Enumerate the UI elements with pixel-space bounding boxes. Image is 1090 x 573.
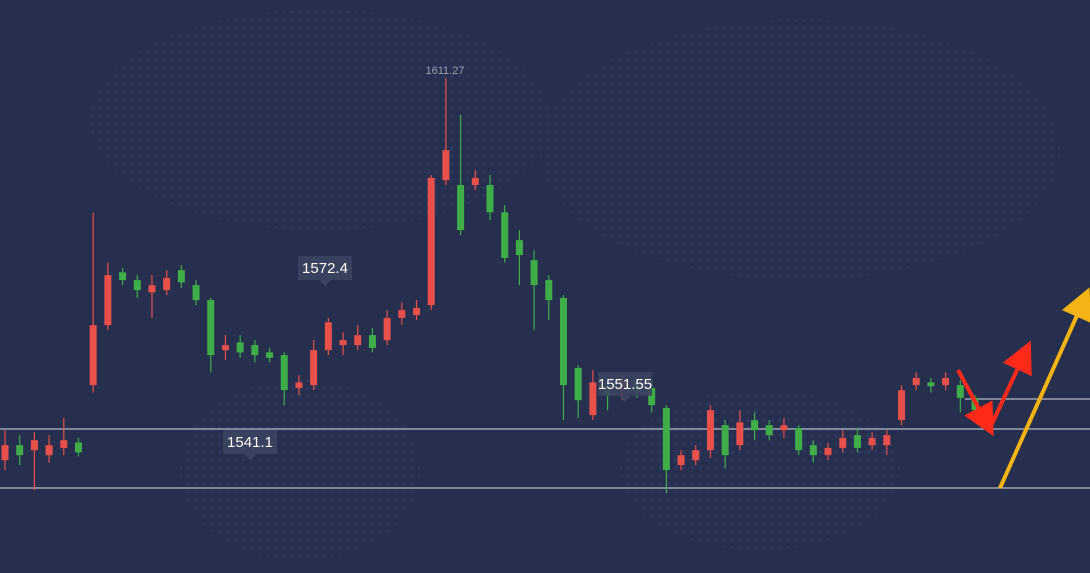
candle-body bbox=[765, 425, 773, 436]
candle-body bbox=[853, 435, 861, 448]
arrows bbox=[956, 287, 1090, 489]
candle-body bbox=[912, 377, 920, 386]
candle-body bbox=[839, 437, 847, 448]
candle-body bbox=[45, 445, 53, 456]
price-annotation: 1611.27 bbox=[426, 65, 465, 77]
candle-body bbox=[398, 310, 406, 318]
annotation-box bbox=[598, 371, 652, 396]
candle-body bbox=[927, 382, 935, 387]
candle-body bbox=[868, 437, 876, 446]
candle-body bbox=[104, 275, 112, 326]
candle-body bbox=[545, 280, 553, 301]
annotation-box bbox=[223, 429, 277, 454]
candle-body bbox=[795, 427, 803, 451]
candle-body bbox=[942, 377, 950, 386]
candle-body bbox=[295, 382, 303, 388]
candle-body bbox=[236, 342, 244, 353]
candle-body bbox=[956, 385, 964, 398]
candle-body bbox=[354, 335, 362, 346]
candle-body bbox=[413, 307, 421, 316]
candle-body bbox=[30, 440, 38, 451]
candle-body bbox=[501, 212, 509, 258]
candle-body bbox=[442, 150, 450, 181]
candle-body bbox=[883, 435, 891, 446]
candle-body bbox=[280, 355, 288, 391]
world-map bbox=[90, 10, 1060, 560]
annotation-pointer bbox=[244, 453, 256, 460]
price-annotation: 1551.55 bbox=[598, 376, 652, 393]
candle-body bbox=[133, 280, 141, 291]
down-arrow bbox=[956, 369, 994, 437]
candle-body bbox=[148, 285, 156, 293]
candle-body bbox=[207, 300, 215, 356]
candle-body bbox=[427, 177, 435, 306]
price-annotation: 1541.1 bbox=[227, 434, 273, 451]
price-annotation: 1572.4 bbox=[302, 260, 348, 277]
candle-body bbox=[780, 425, 788, 431]
candle-body bbox=[16, 445, 24, 456]
candle-body bbox=[662, 407, 670, 471]
candle-body bbox=[677, 455, 685, 466]
candle-body bbox=[692, 450, 700, 461]
annotation-pointer bbox=[619, 395, 631, 402]
candle-body bbox=[809, 445, 817, 456]
candle-body bbox=[706, 410, 714, 451]
annotation-box bbox=[298, 256, 352, 281]
plot: 1611.27 1572.4 1541.1 1551.55 bbox=[0, 65, 1090, 493]
candle-body bbox=[457, 185, 465, 231]
candle-body bbox=[368, 335, 376, 348]
candle-body bbox=[89, 325, 97, 386]
candle-body bbox=[736, 422, 744, 446]
candle-body bbox=[251, 345, 259, 356]
candle-body bbox=[339, 340, 347, 346]
candle-body bbox=[648, 387, 656, 406]
candle-body bbox=[60, 440, 68, 448]
candle-body bbox=[471, 177, 479, 186]
candle-body bbox=[589, 382, 597, 416]
candle-body bbox=[266, 352, 274, 358]
candle-body bbox=[486, 185, 494, 213]
candle-body bbox=[824, 447, 832, 456]
candle-body bbox=[898, 390, 906, 421]
candle-body bbox=[559, 297, 567, 386]
candle-body bbox=[310, 350, 318, 386]
candle-body bbox=[119, 272, 127, 281]
candle-body bbox=[721, 425, 729, 456]
candle-body bbox=[74, 442, 82, 453]
candle-body bbox=[192, 285, 200, 301]
candle-body bbox=[221, 345, 229, 351]
candle-body bbox=[177, 270, 185, 283]
candle-body bbox=[163, 277, 171, 291]
candle-body bbox=[324, 322, 332, 351]
candle-body bbox=[1, 445, 9, 461]
up-arrow bbox=[988, 340, 1032, 429]
candle-body bbox=[751, 420, 759, 431]
candle-body bbox=[574, 367, 582, 401]
candle-body bbox=[530, 260, 538, 286]
candle-body bbox=[383, 317, 391, 341]
candle-body bbox=[515, 240, 523, 256]
annotation-pointer bbox=[319, 280, 331, 287]
target-arrow bbox=[998, 287, 1090, 489]
